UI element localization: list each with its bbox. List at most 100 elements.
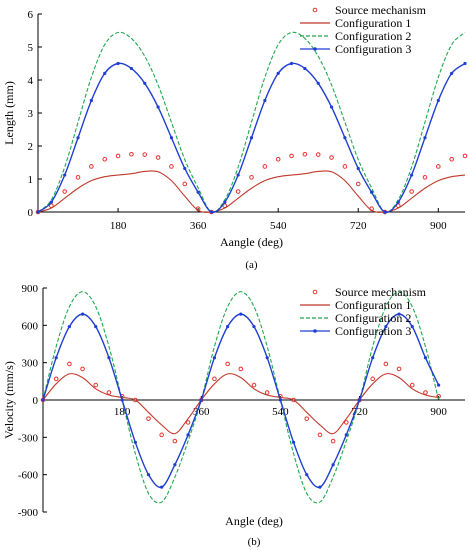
data-point (303, 66, 307, 71)
series-line (42, 291, 440, 504)
data-point (331, 463, 335, 467)
data-point (102, 156, 108, 162)
data-point (422, 175, 428, 180)
y-tick-label: 900 (22, 283, 39, 295)
data-point (235, 189, 241, 194)
data-point (423, 136, 427, 140)
data-point (182, 181, 188, 187)
x-tick-label: 900 (430, 220, 447, 232)
data-point (223, 200, 227, 204)
data-point (115, 153, 121, 159)
x-tick-label: 540 (270, 220, 287, 232)
data-point (409, 382, 415, 388)
x-tick-label: 720 (351, 406, 368, 418)
data-point (437, 383, 441, 387)
legend-entry: Configuration 3 (335, 42, 411, 56)
data-point (129, 151, 134, 157)
series-line (42, 313, 440, 489)
y-tick-label: 600 (22, 320, 39, 332)
series-line (37, 31, 466, 213)
data-point (62, 189, 67, 194)
y-tick-label: -600 (18, 470, 39, 482)
data-point (209, 210, 214, 214)
data-point (183, 166, 187, 171)
data-point (278, 398, 282, 402)
data-point (344, 420, 349, 425)
data-point (289, 61, 294, 66)
data-point (54, 356, 58, 360)
y-tick-label: 2 (28, 141, 34, 153)
data-point (397, 312, 401, 316)
data-point (186, 433, 190, 437)
y-tick-label: -300 (18, 432, 39, 444)
y-tick-label: 0 (28, 207, 34, 219)
data-point (80, 366, 85, 372)
data-point (249, 175, 254, 180)
data-point (249, 136, 254, 140)
data-point (133, 440, 137, 444)
y-tick-label: 300 (22, 358, 39, 370)
series-0 (35, 151, 468, 215)
data-point (344, 433, 348, 437)
panel-label: (a) (245, 259, 258, 271)
data-point (342, 164, 348, 169)
data-point (449, 156, 454, 162)
data-point (89, 98, 93, 103)
data-point (357, 398, 362, 402)
legend-marker-dot (313, 47, 317, 51)
data-point (396, 200, 400, 204)
data-point (199, 398, 203, 402)
data-point (436, 164, 441, 169)
x-tick-label: 540 (272, 406, 289, 418)
data-point (63, 173, 67, 177)
data-point (330, 438, 336, 444)
x-tick-label: 180 (110, 220, 127, 232)
data-point (41, 398, 45, 402)
legend-entry: Configuration 2 (335, 311, 411, 325)
series-line (37, 170, 466, 213)
data-point (49, 200, 53, 204)
legend-marker (312, 289, 318, 295)
data-point (409, 189, 414, 194)
y-tick-label: 6 (28, 9, 34, 21)
data-point (146, 416, 151, 421)
data-point (355, 181, 361, 187)
series-3 (36, 61, 467, 214)
data-point (239, 312, 243, 316)
data-point (89, 164, 94, 169)
y-tick-label: 0 (33, 395, 39, 407)
data-point (106, 390, 112, 395)
series-0 (40, 361, 441, 444)
data-point (146, 473, 151, 477)
panel-label: (b) (248, 536, 261, 548)
data-point (53, 376, 59, 382)
data-point (169, 136, 174, 140)
y-axis-label: Length (mm) (2, 81, 16, 145)
data-point (93, 382, 99, 388)
data-point (94, 324, 98, 329)
data-point (450, 71, 454, 75)
data-point (316, 81, 320, 85)
data-point (302, 151, 308, 157)
data-point (76, 136, 80, 140)
data-point (315, 152, 321, 157)
data-point (396, 366, 402, 372)
data-point (304, 416, 310, 421)
data-point (252, 324, 256, 329)
data-point (329, 105, 334, 109)
legend-entry: Source mechanism (335, 3, 427, 17)
data-point (356, 166, 360, 171)
data-point (196, 190, 200, 194)
data-point (226, 324, 230, 329)
data-point (212, 356, 217, 360)
data-point (463, 61, 467, 66)
data-point (462, 153, 468, 159)
series-1 (42, 373, 439, 435)
series-1 (37, 170, 466, 213)
y-tick-label: 5 (28, 42, 34, 54)
legend-marker-dot (313, 329, 317, 333)
data-point (383, 361, 389, 367)
